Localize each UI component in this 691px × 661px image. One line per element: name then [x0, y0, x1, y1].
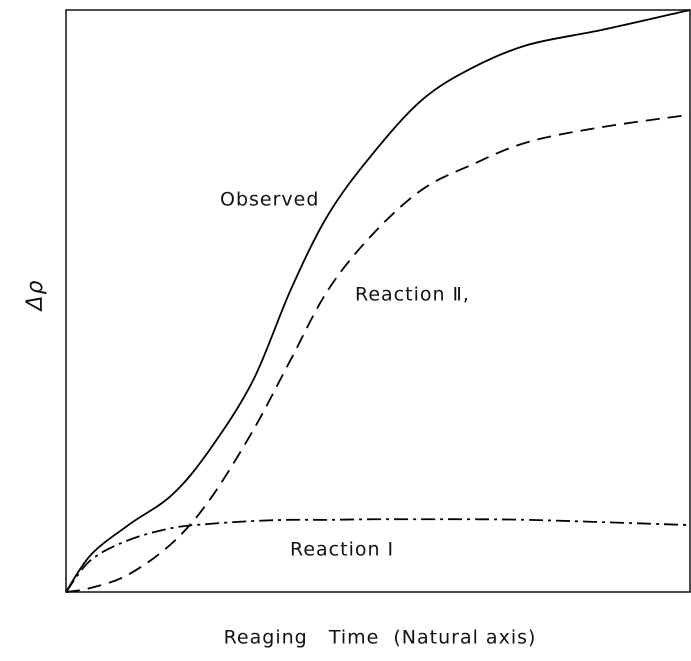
series-label: Reaction Ⅰ — [290, 539, 394, 561]
series-line — [65, 9, 691, 593]
series-label: Observed — [220, 189, 319, 211]
plot-frame — [65, 9, 691, 593]
series-line — [65, 518, 691, 593]
series-label: Reaction Ⅱ, — [355, 284, 470, 306]
y-axis-label: Δρ — [23, 279, 48, 312]
series-line — [65, 113, 691, 593]
x-axis-label: Reaging Time (Natural axis) — [224, 627, 537, 649]
